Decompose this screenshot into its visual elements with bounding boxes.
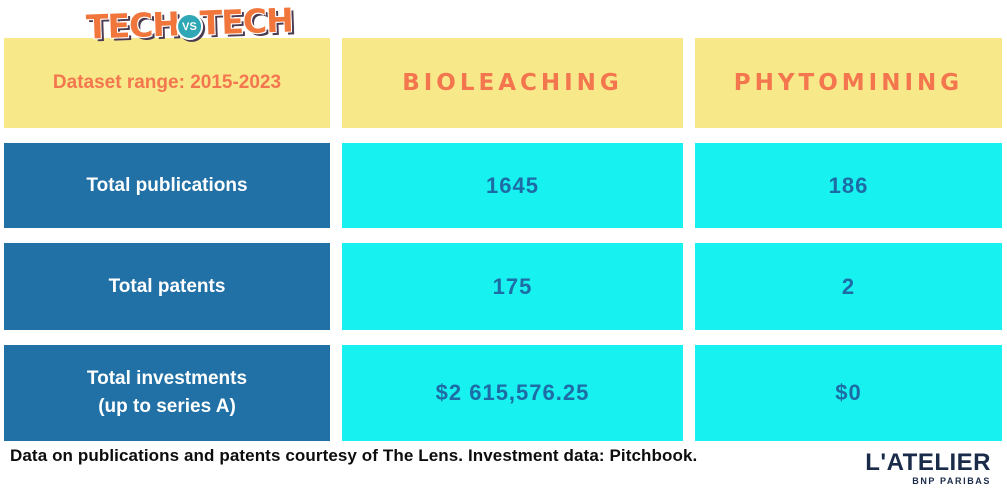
value-investments-bioleaching: $2 615,576.25 (342, 345, 683, 441)
value-publications-bioleaching: 1645 (342, 143, 683, 228)
row-label-total-publications: Total publications (4, 143, 330, 228)
latelier-bnp-paribas-logo: L'ATELIER BNP PARIBAS (865, 449, 991, 487)
logo-vs-badge: VS (175, 12, 204, 41)
value-investments-phytomining: $0 (695, 345, 1002, 441)
row-label-total-investments: Total investments (up to series A) (4, 345, 330, 441)
logo-word-tech-right: TECH (199, 0, 294, 43)
tech-vs-tech-logo: TECH VS TECH (85, 0, 293, 46)
value-publications-phytomining: 186 (695, 143, 1002, 228)
logo-word-tech-left: TECH (85, 4, 180, 47)
comparison-table: Dataset range: 2015-2023 BIOLEACHING PHY… (4, 38, 1002, 441)
investments-label-line1: Total investments (86, 368, 248, 390)
value-patents-bioleaching: 175 (342, 243, 683, 330)
source-caption: Data on publications and patents courtes… (10, 446, 698, 465)
investments-label-line2: (up to series A) (98, 396, 236, 417)
brand-name: L'ATELIER (865, 449, 991, 476)
brand-subtitle: BNP PARIBAS (912, 476, 991, 486)
value-patents-phytomining: 2 (695, 243, 1002, 330)
header-phytomining: PHYTOMINING (695, 38, 1002, 128)
logo-vs-text: VS (181, 20, 198, 33)
row-label-total-patents: Total patents (4, 243, 330, 330)
header-bioleaching: BIOLEACHING (342, 38, 683, 128)
header-dataset-range: Dataset range: 2015-2023 (4, 38, 330, 128)
